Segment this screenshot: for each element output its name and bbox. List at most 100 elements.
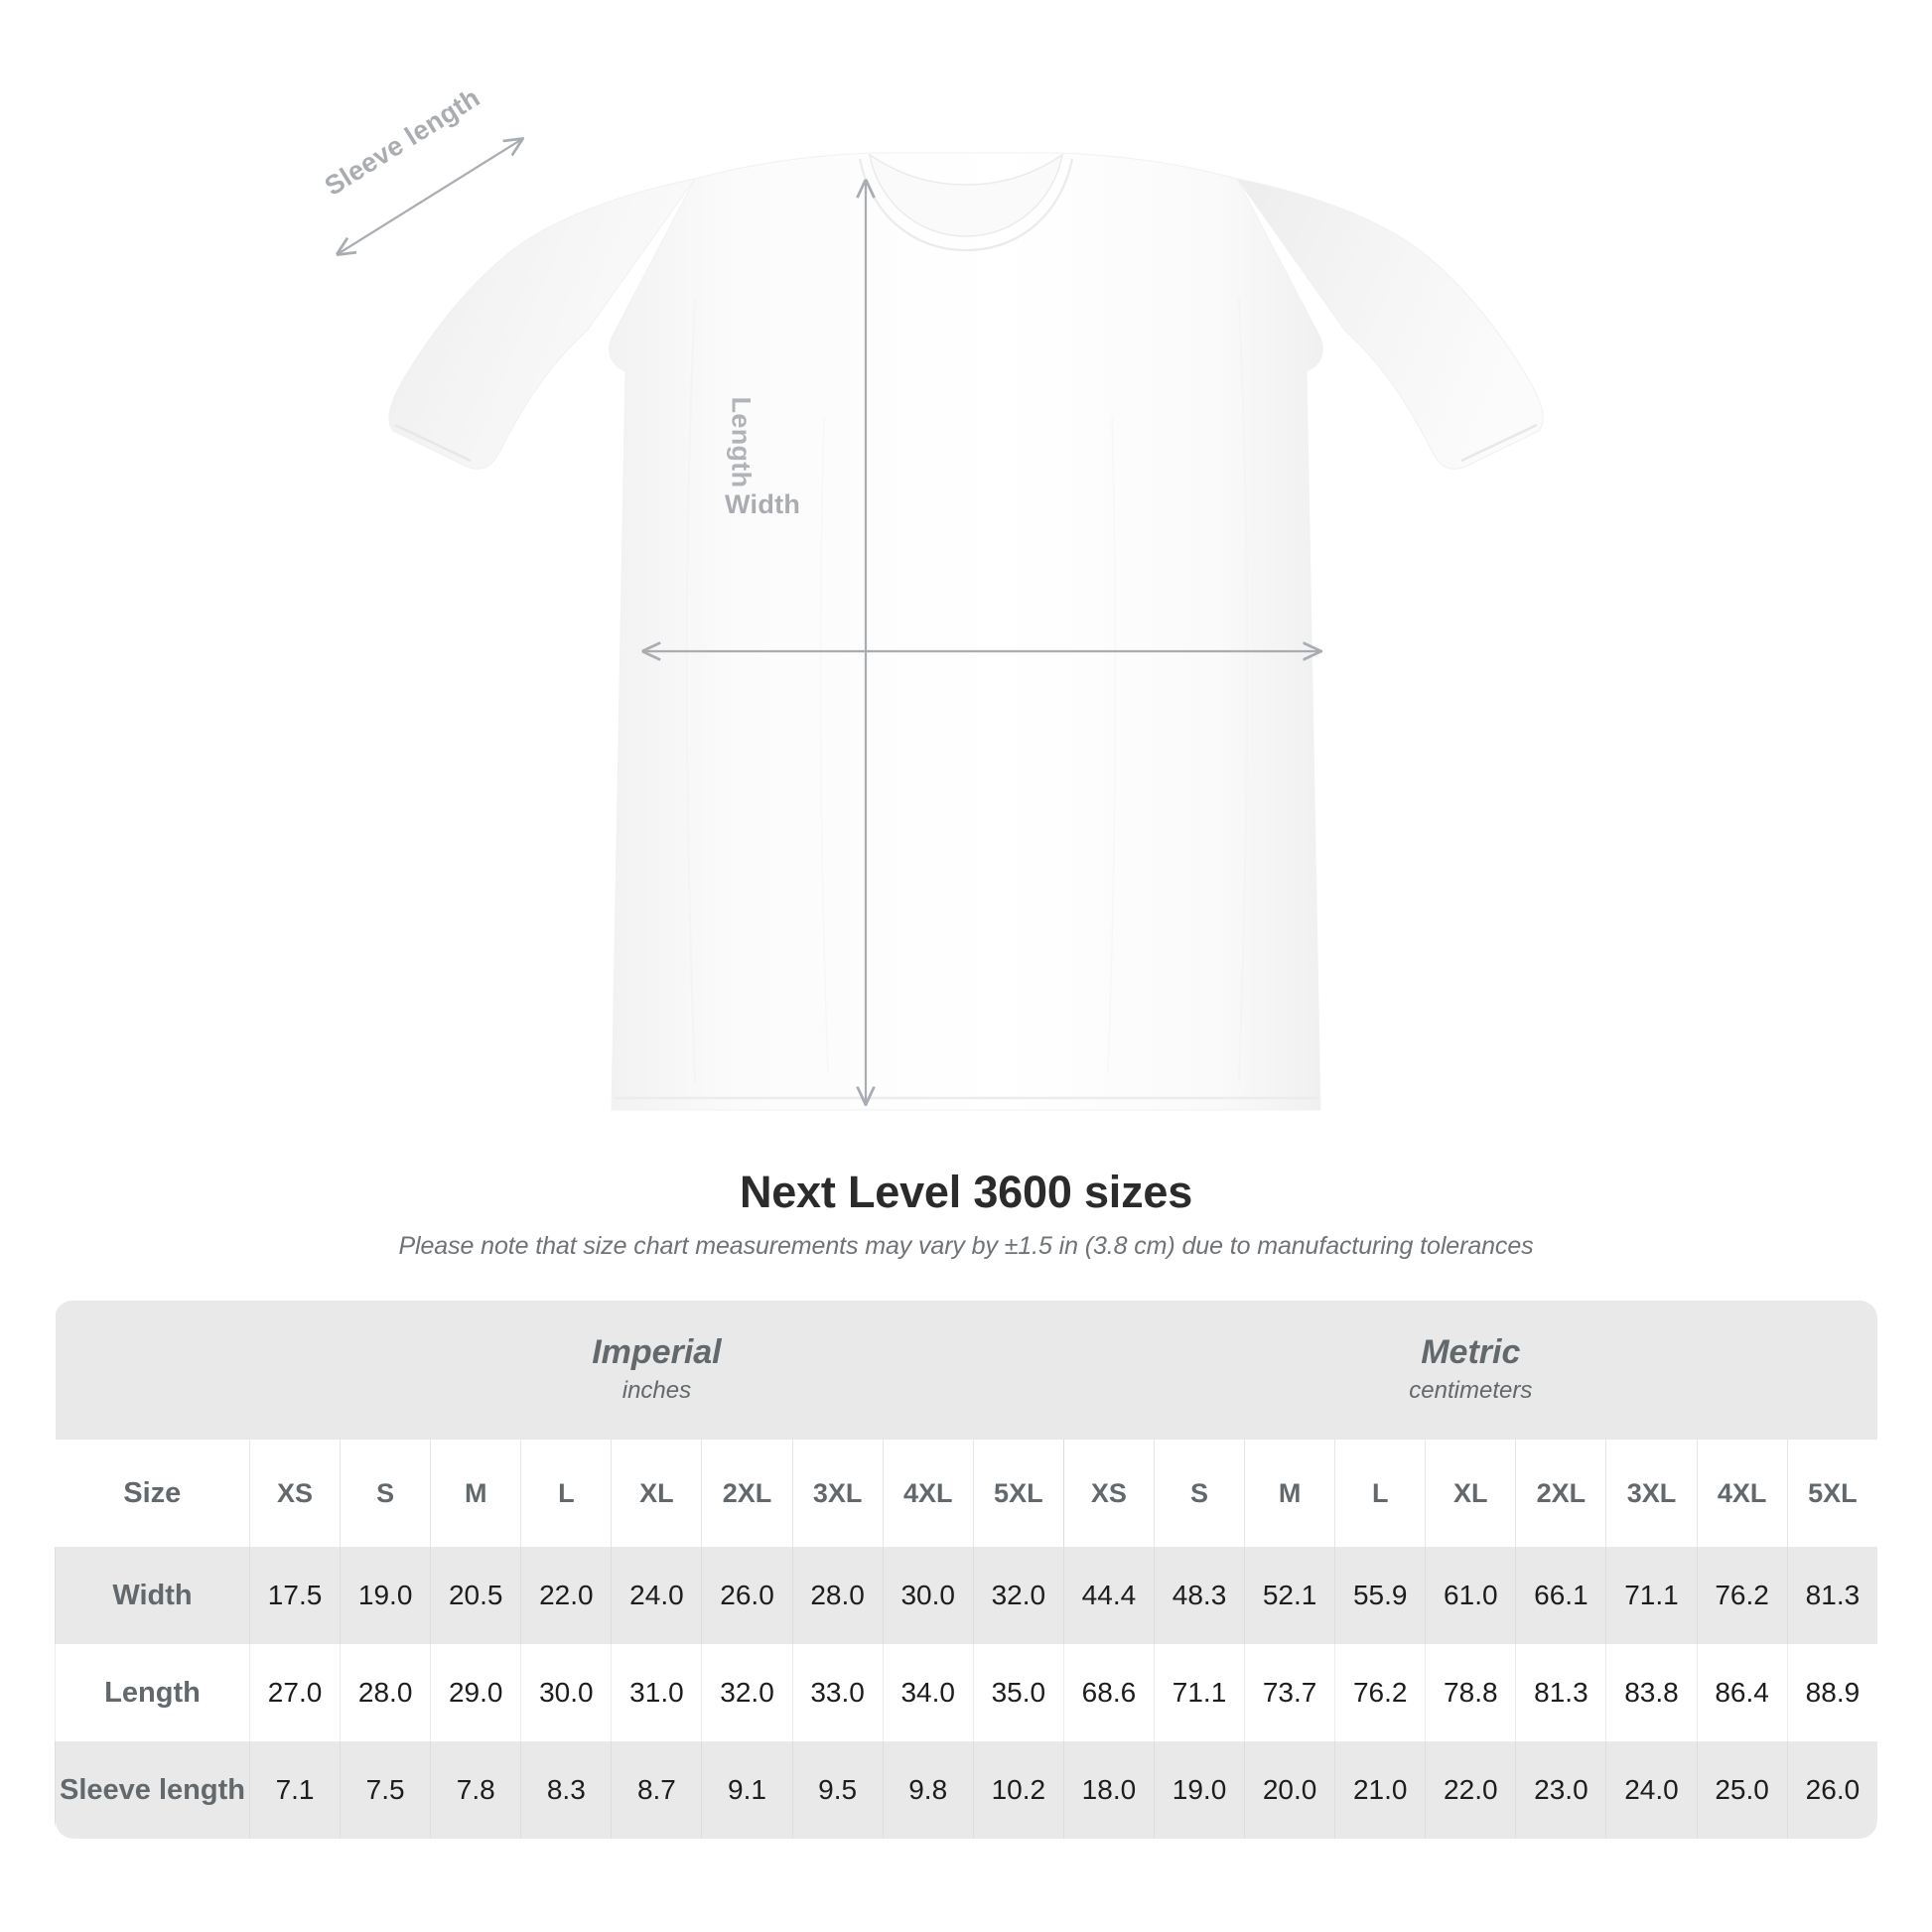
size-col-metric-xl: XL (1425, 1440, 1516, 1547)
cell-length-imperial-m: 29.0 (430, 1644, 521, 1741)
cell-sleeve-metric-2xl: 23.0 (1515, 1741, 1606, 1839)
cell-width-metric-4xl: 76.2 (1696, 1547, 1788, 1644)
size-header-row: Size XS S M L XL 2XL 3XL 4XL 5XL XS S M … (55, 1440, 1878, 1547)
cell-width-metric-xl: 61.0 (1425, 1547, 1516, 1644)
cell-width-imperial-5xl: 32.0 (972, 1547, 1064, 1644)
cell-sleeve-imperial-5xl: 10.2 (972, 1741, 1064, 1839)
cell-length-metric-xs: 68.6 (1062, 1644, 1155, 1741)
cell-width-imperial-s: 19.0 (340, 1547, 431, 1644)
cell-width-imperial-l: 22.0 (520, 1547, 612, 1644)
table-row-width: Width 17.5 19.0 20.5 22.0 24.0 26.0 28.0… (55, 1547, 1878, 1644)
unit-imperial: Imperial inches (249, 1301, 1064, 1440)
cell-width-imperial-xs: 17.5 (248, 1547, 341, 1644)
size-col-imperial-2xl: 2XL (701, 1440, 793, 1547)
size-col-metric-l: L (1334, 1440, 1426, 1547)
cell-length-metric-3xl: 83.8 (1605, 1644, 1698, 1741)
size-col-imperial-m: M (430, 1440, 521, 1547)
size-chart-table-wrap: Imperial inches Metric centimeters Size … (55, 1301, 1878, 1839)
cell-width-imperial-4xl: 30.0 (882, 1547, 974, 1644)
size-col-metric-5xl: 5XL (1786, 1440, 1878, 1547)
tshirt-diagram: Sleeve length Length Width (0, 0, 1544, 1111)
size-col-imperial-xs: XS (248, 1440, 341, 1547)
cell-width-imperial-3xl: 28.0 (791, 1547, 884, 1644)
cell-length-metric-s: 71.1 (1153, 1644, 1245, 1741)
cell-sleeve-metric-3xl: 24.0 (1605, 1741, 1698, 1839)
cell-width-imperial-m: 20.5 (430, 1547, 521, 1644)
unit-imperial-name: Imperial (592, 1333, 722, 1372)
cell-sleeve-imperial-4xl: 9.8 (882, 1741, 974, 1839)
cell-sleeve-imperial-m: 7.8 (430, 1741, 521, 1839)
size-chart-table: Imperial inches Metric centimeters Size … (55, 1301, 1878, 1839)
cell-width-metric-m: 52.1 (1244, 1547, 1335, 1644)
row-label-length: Length (55, 1644, 250, 1741)
row-label-width: Width (55, 1547, 250, 1644)
tolerance-note: Please note that size chart measurements… (398, 1232, 1534, 1260)
table-row-length: Length 27.0 28.0 29.0 30.0 31.0 32.0 33.… (55, 1644, 1878, 1741)
unit-metric-name: Metric (1421, 1333, 1521, 1372)
sleeve-length-arrow (338, 139, 522, 254)
cell-sleeve-imperial-xs: 7.1 (248, 1741, 341, 1839)
cell-length-metric-m: 73.7 (1244, 1644, 1335, 1741)
width-label: Width (725, 489, 801, 519)
cell-length-imperial-4xl: 34.0 (882, 1644, 974, 1741)
cell-width-metric-xs: 44.4 (1062, 1547, 1155, 1644)
size-col-imperial-3xl: 3XL (791, 1440, 884, 1547)
cell-sleeve-metric-4xl: 25.0 (1696, 1741, 1788, 1839)
size-col-imperial-l: L (520, 1440, 612, 1547)
size-col-metric-3xl: 3XL (1605, 1440, 1698, 1547)
size-col-imperial-s: S (340, 1440, 431, 1547)
unit-metric: Metric centimeters (1063, 1301, 1878, 1440)
page-title: Next Level 3600 sizes (739, 1167, 1193, 1217)
size-col-metric-2xl: 2XL (1515, 1440, 1606, 1547)
cell-length-imperial-5xl: 35.0 (972, 1644, 1064, 1741)
cell-width-metric-3xl: 71.1 (1605, 1547, 1698, 1644)
cell-length-metric-2xl: 81.3 (1515, 1644, 1606, 1741)
tshirt-illustration (0, 0, 1544, 1111)
cell-length-metric-5xl: 88.9 (1786, 1644, 1878, 1741)
cell-width-imperial-2xl: 26.0 (701, 1547, 793, 1644)
row-label-sleeve-length: Sleeve length (55, 1741, 250, 1839)
unit-metric-sub: centimeters (1409, 1376, 1533, 1404)
cell-sleeve-metric-l: 21.0 (1334, 1741, 1426, 1839)
shirt-shape (388, 152, 1544, 1111)
unit-imperial-sub: inches (621, 1376, 692, 1404)
cell-sleeve-imperial-s: 7.5 (340, 1741, 431, 1839)
table-row-sleeve-length: Sleeve length 7.1 7.5 7.8 8.3 8.7 9.1 9.… (55, 1741, 1878, 1839)
cell-length-metric-l: 76.2 (1334, 1644, 1426, 1741)
length-label: Length (726, 396, 757, 488)
cell-length-imperial-3xl: 33.0 (791, 1644, 884, 1741)
cell-sleeve-metric-m: 20.0 (1244, 1741, 1335, 1839)
measure-lines (338, 139, 1320, 1104)
cell-length-imperial-xl: 31.0 (611, 1644, 702, 1741)
unit-banner-spacer (55, 1301, 250, 1440)
cell-width-metric-5xl: 81.3 (1786, 1547, 1878, 1644)
cell-sleeve-imperial-xl: 8.7 (611, 1741, 702, 1839)
cell-length-metric-xl: 78.8 (1425, 1644, 1516, 1741)
cell-width-metric-s: 48.3 (1153, 1547, 1245, 1644)
cell-length-imperial-xs: 27.0 (248, 1644, 341, 1741)
cell-length-imperial-2xl: 32.0 (701, 1644, 793, 1741)
cell-length-imperial-l: 30.0 (520, 1644, 612, 1741)
size-col-metric-s: S (1153, 1440, 1245, 1547)
cell-sleeve-imperial-l: 8.3 (520, 1741, 612, 1839)
size-header-label: Size (55, 1440, 250, 1547)
size-col-imperial-xl: XL (611, 1440, 702, 1547)
cell-sleeve-metric-xl: 22.0 (1425, 1741, 1516, 1839)
size-col-metric-4xl: 4XL (1696, 1440, 1788, 1547)
title-block: Next Level 3600 sizes Please note that s… (0, 1167, 1932, 1261)
size-col-metric-xs: XS (1062, 1440, 1155, 1547)
cell-length-metric-4xl: 86.4 (1696, 1644, 1788, 1741)
cell-width-imperial-xl: 24.0 (611, 1547, 702, 1644)
cell-sleeve-metric-xs: 18.0 (1062, 1741, 1155, 1839)
unit-banner-row: Imperial inches Metric centimeters (55, 1301, 1878, 1440)
cell-sleeve-metric-5xl: 26.0 (1786, 1741, 1878, 1839)
cell-length-imperial-s: 28.0 (340, 1644, 431, 1741)
cell-width-metric-2xl: 66.1 (1515, 1547, 1606, 1644)
cell-sleeve-metric-s: 19.0 (1153, 1741, 1245, 1839)
cell-sleeve-imperial-2xl: 9.1 (701, 1741, 793, 1839)
size-col-metric-m: M (1244, 1440, 1335, 1547)
cell-width-metric-l: 55.9 (1334, 1547, 1426, 1644)
size-col-imperial-4xl: 4XL (882, 1440, 974, 1547)
size-col-imperial-5xl: 5XL (972, 1440, 1064, 1547)
cell-sleeve-imperial-3xl: 9.5 (791, 1741, 884, 1839)
